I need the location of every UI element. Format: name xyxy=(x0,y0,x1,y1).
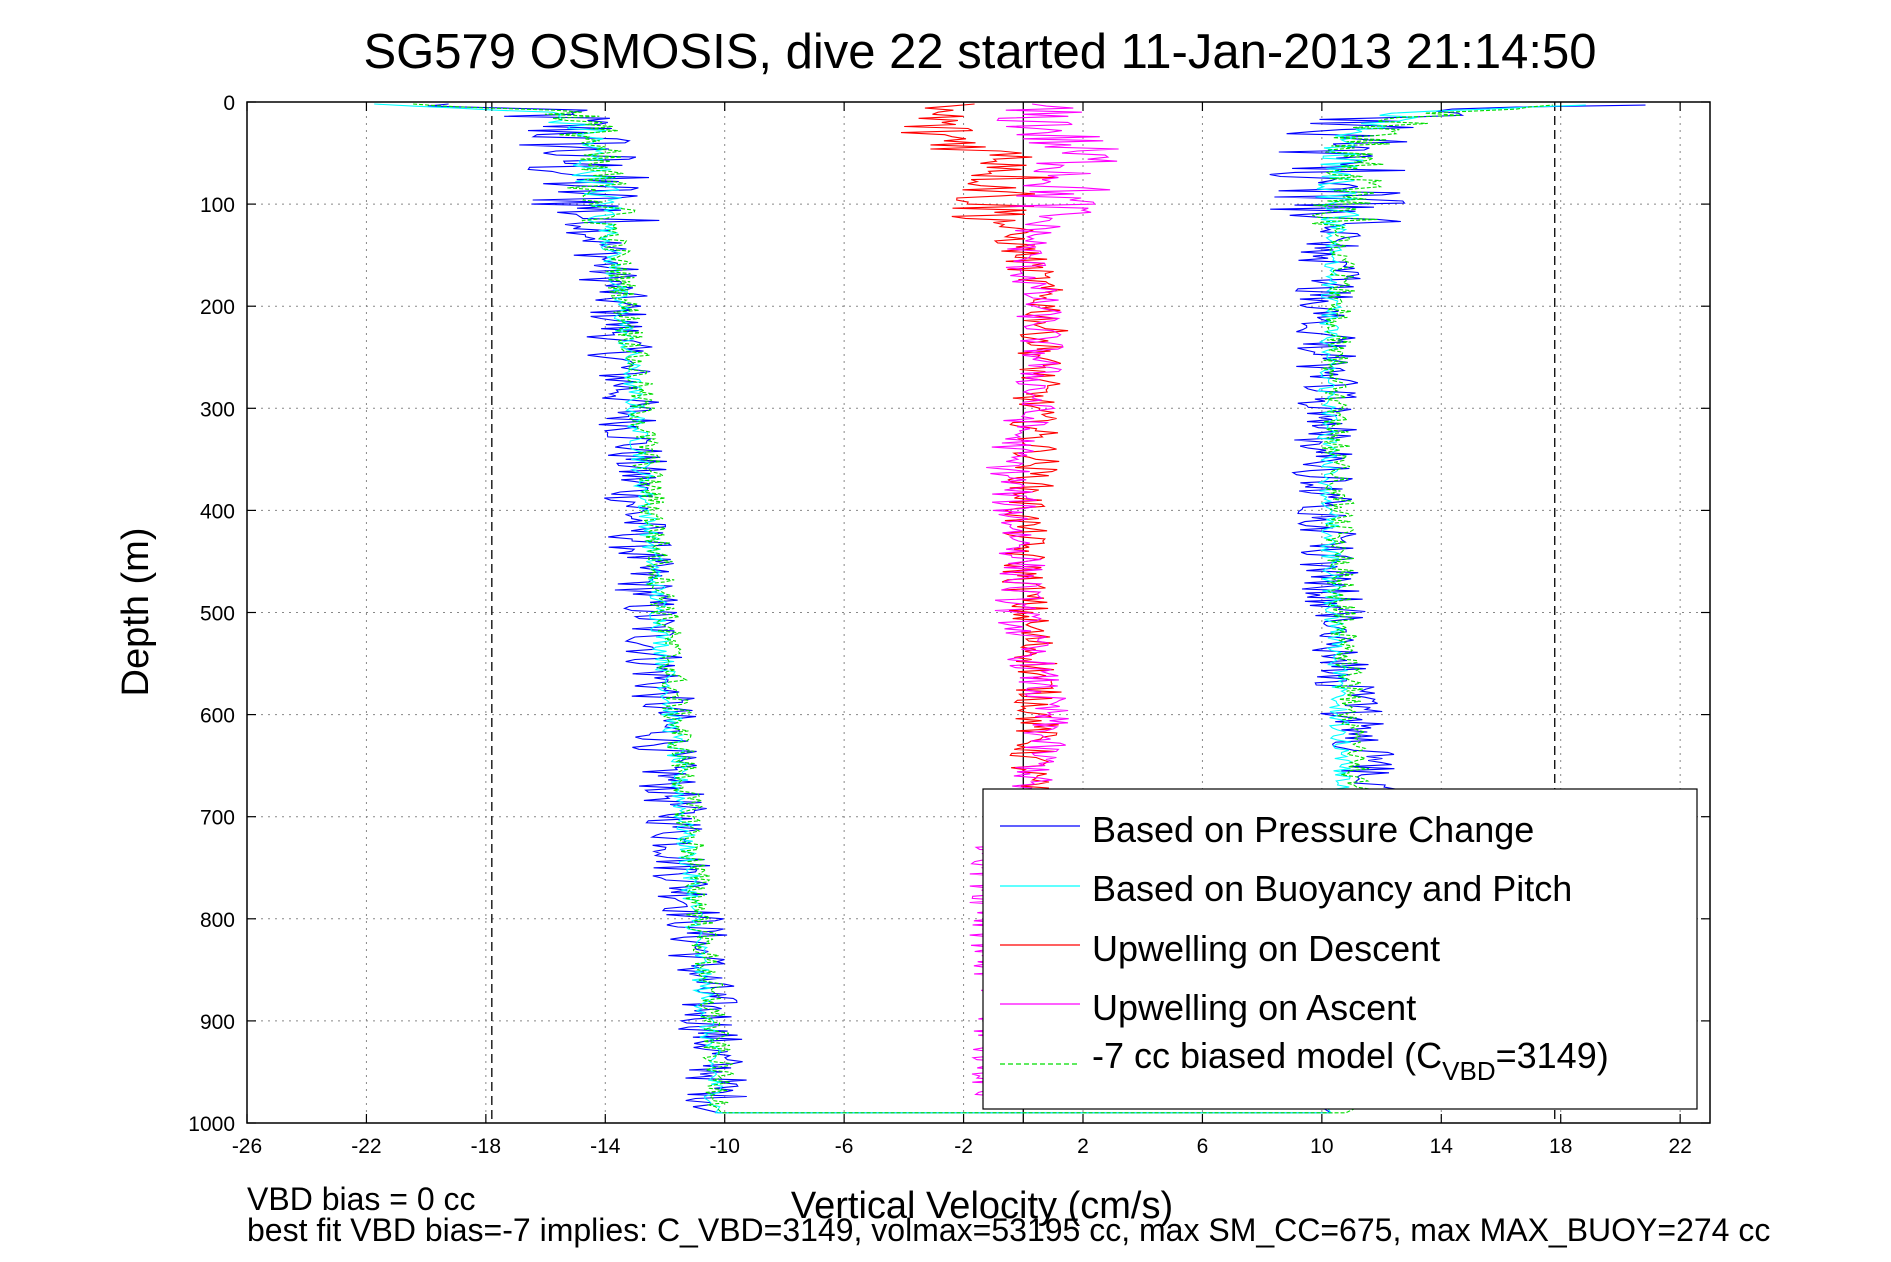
best-fit-note: best fit VBD bias=-7 implies: C_VBD=3149… xyxy=(247,1212,1770,1248)
legend-label-buoyancy: Based on Buoyancy and Pitch xyxy=(1092,868,1572,909)
series-line xyxy=(413,103,1553,1114)
legend-label-ascent: Upwelling on Ascent xyxy=(1092,987,1416,1028)
y-tick-label: 300 xyxy=(200,398,235,421)
legend-label-model-prefix: -7 cc biased model (C xyxy=(1092,1035,1442,1076)
x-tick-label: -18 xyxy=(471,1135,501,1158)
x-tick-label: 6 xyxy=(1197,1135,1209,1158)
y-tick-label: 900 xyxy=(200,1011,235,1034)
x-tick-label: -22 xyxy=(351,1135,381,1158)
x-tick-label: -6 xyxy=(835,1135,854,1158)
x-tick-label: 2 xyxy=(1077,1135,1089,1158)
y-tick-label: 200 xyxy=(200,296,235,319)
legend-label-pressure: Based on Pressure Change xyxy=(1092,809,1534,850)
y-tick-label: 800 xyxy=(200,909,235,932)
legend-box xyxy=(982,788,1698,1110)
legend-label-model-sub: VBD xyxy=(1442,1056,1495,1086)
y-tick-label: 0 xyxy=(223,92,235,115)
y-tick-label: 100 xyxy=(200,194,235,217)
y-tick-label: 500 xyxy=(200,603,235,626)
x-axis-label: Vertical Velocity (cm/s) xyxy=(791,1185,1173,1227)
x-tick-label: -10 xyxy=(710,1135,740,1158)
vbd-bias-note: VBD bias = 0 cc xyxy=(247,1181,476,1217)
y-tick-label: 1000 xyxy=(188,1113,235,1136)
x-tick-label: 10 xyxy=(1310,1135,1333,1158)
x-tick-label: -26 xyxy=(232,1135,262,1158)
chart-title: SG579 OSMOSIS, dive 22 started 11-Jan-20… xyxy=(364,25,1597,79)
legend-label-model: -7 cc biased model (CVBD=3149) xyxy=(1092,1035,1609,1086)
x-tick-label: -14 xyxy=(590,1135,621,1158)
axis-ticks: -26 -22 -18 -14 -10 -6 -2 2 6 10 14 18 2201002003004… xyxy=(188,92,1710,1158)
legend-label-descent: Upwelling on Descent xyxy=(1092,928,1440,969)
y-tick-label: 400 xyxy=(200,500,235,523)
chart-legend: Based on Pressure Change Based on Buoyan… xyxy=(982,788,1698,1110)
x-tick-label: -2 xyxy=(954,1135,973,1158)
x-tick-label: 18 xyxy=(1549,1135,1572,1158)
y-axis-label: Depth (m) xyxy=(115,528,157,697)
x-tick-label: 22 xyxy=(1668,1135,1691,1158)
y-tick-label: 600 xyxy=(200,705,235,728)
y-tick-label: 700 xyxy=(200,807,235,830)
series-4 xyxy=(413,103,1553,1114)
legend-label-model-suffix: =3149) xyxy=(1496,1035,1609,1076)
x-tick-label: 14 xyxy=(1430,1135,1454,1158)
